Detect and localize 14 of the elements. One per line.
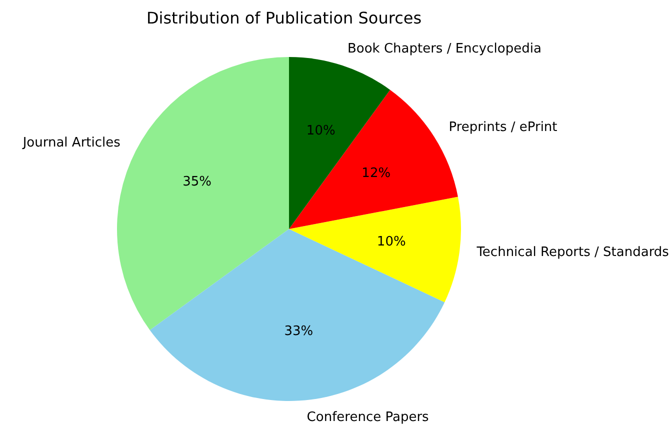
data-label: 12% <box>362 166 391 182</box>
pie-slice <box>289 57 390 229</box>
slice-label: Journal Articles <box>22 136 121 151</box>
slice-label: Technical Reports / Standards <box>476 245 670 260</box>
slice-label: Conference Papers <box>306 410 430 425</box>
data-label: 10% <box>306 123 336 138</box>
pie-slice <box>289 196 461 302</box>
slice-label: Preprints / ePrint <box>448 120 558 136</box>
data-label: 35% <box>182 174 212 190</box>
pie-slice <box>150 229 445 401</box>
data-label: 10% <box>376 234 406 250</box>
chart-title: Distribution of Publication Sources <box>146 8 422 28</box>
data-label: 33% <box>284 324 314 340</box>
slice-label: Book Chapters / Encyclopedia <box>347 42 542 57</box>
